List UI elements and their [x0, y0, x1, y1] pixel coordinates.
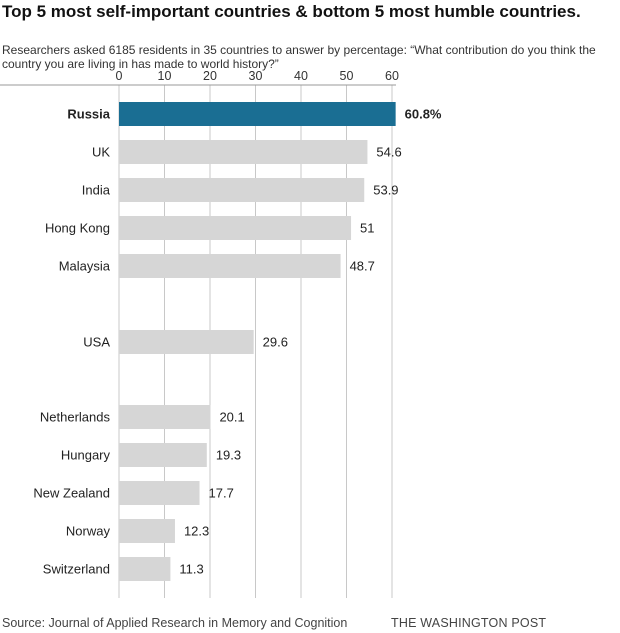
publisher-credit: THE WASHINGTON POST [391, 616, 547, 630]
x-tick-label: 50 [340, 69, 354, 83]
x-tick-label: 20 [203, 69, 217, 83]
data-label: 48.7 [350, 259, 375, 274]
bar-chart: 0 10 20 30 40 50 60 Russia 60.8% UK 54.6 India 53.9 H… [0, 69, 442, 598]
data-label: 53.9 [373, 183, 398, 198]
data-label: 17.7 [209, 486, 234, 501]
category-label: Hong Kong [45, 221, 110, 236]
bar [119, 330, 254, 354]
category-label: USA [83, 335, 110, 350]
data-label: 20.1 [219, 410, 244, 425]
data-label: 51 [360, 221, 374, 236]
bar [119, 216, 352, 240]
bar [119, 481, 200, 505]
category-label: Russia [67, 107, 110, 122]
category-label: Norway [66, 524, 111, 539]
data-label: 11.3 [179, 562, 203, 577]
data-label: 60.8% [405, 107, 442, 122]
bar [119, 254, 341, 278]
bar [119, 178, 365, 202]
bar [119, 140, 368, 164]
bar [119, 102, 396, 126]
data-label: 12.3 [184, 524, 209, 539]
chart-title: Top 5 most self-important countries & bo… [2, 2, 581, 21]
bar [119, 443, 207, 467]
source-note: Source: Journal of Applied Research in M… [2, 616, 348, 630]
chart-subtitle: Researchers asked 6185 residents in 35 c… [2, 43, 596, 71]
data-label: 54.6 [376, 145, 401, 160]
bar [119, 519, 175, 543]
category-label: New Zealand [33, 486, 110, 501]
category-label: Netherlands [40, 410, 111, 425]
category-label: UK [92, 145, 110, 160]
x-tick-label: 60 [385, 69, 399, 83]
x-tick-label: 40 [294, 69, 308, 83]
data-label: 29.6 [263, 335, 288, 350]
x-tick-label: 0 [116, 69, 123, 83]
x-tick-label: 10 [158, 69, 172, 83]
bar [119, 557, 171, 581]
category-label: Malaysia [59, 259, 111, 274]
data-label: 19.3 [216, 448, 241, 463]
category-label: India [82, 183, 111, 198]
category-label: Hungary [61, 448, 111, 463]
category-label: Switzerland [43, 562, 110, 577]
x-tick-label: 30 [249, 69, 263, 83]
bar [119, 405, 211, 429]
